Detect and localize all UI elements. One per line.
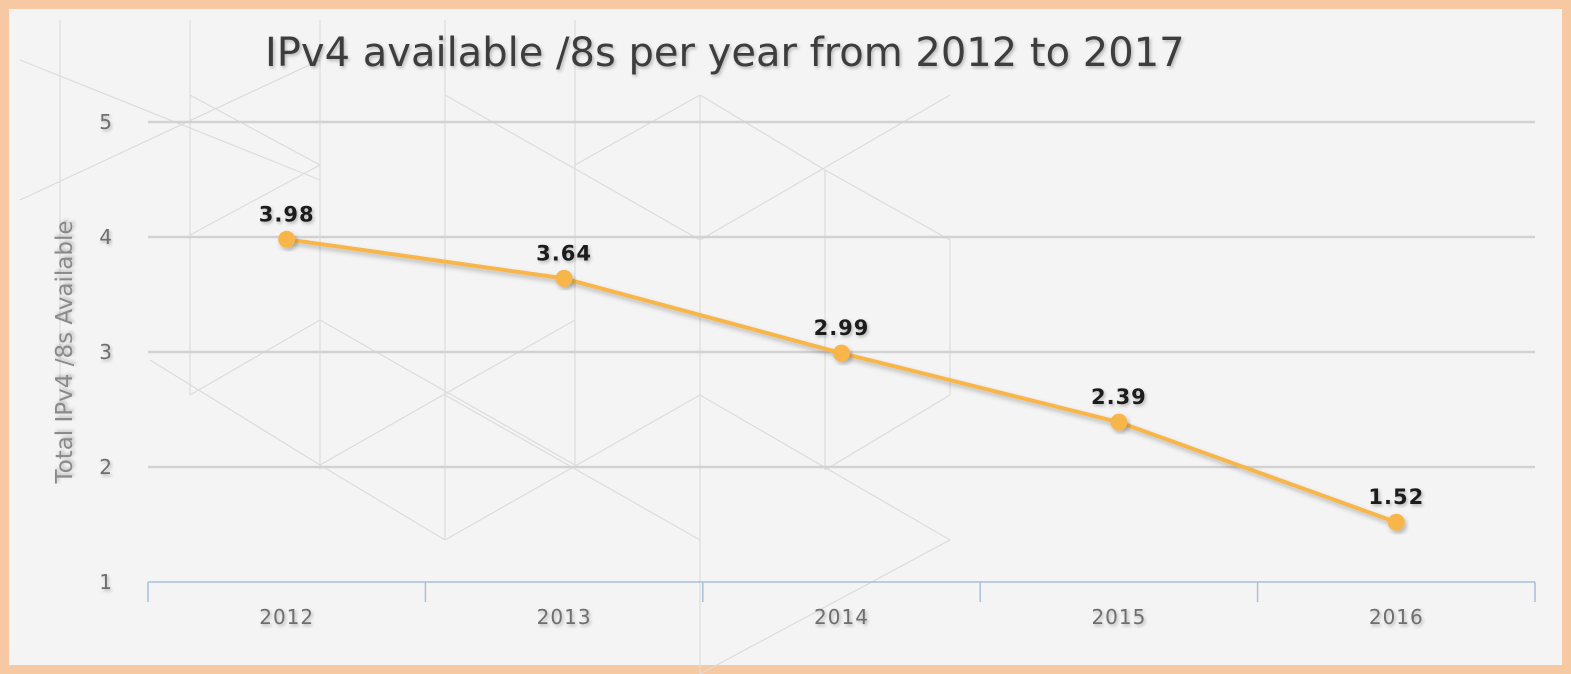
data-point (555, 269, 573, 287)
y-axis-label: Total IPv4 /8s Available (52, 220, 78, 484)
x-axis: 2012 2013 2014 2015 2016 (147, 581, 1536, 629)
background-pattern (19, 20, 951, 674)
y-tick-label: 1 (99, 570, 112, 594)
series-layer (278, 230, 1405, 531)
series-line (284, 237, 1399, 525)
gridlines (148, 120, 1535, 469)
data-labels: 3.98 3.64 2.99 2.39 1.52 (259, 202, 1424, 509)
y-tick-label: 5 (99, 110, 112, 134)
chart-title: IPv4 available /8s per year from 2012 to… (265, 30, 1185, 76)
data-label: 2.99 (814, 316, 870, 340)
x-tick-label: 2016 (1369, 605, 1424, 629)
data-label: 2.39 (1091, 385, 1147, 409)
data-label: 3.98 (259, 202, 315, 226)
data-label: 1.52 (1368, 485, 1424, 509)
data-label: 3.64 (536, 241, 592, 265)
data-point (1110, 413, 1128, 431)
y-tick-label: 4 (99, 225, 112, 249)
data-point (833, 344, 850, 362)
y-axis-ticks: 1 2 3 4 5 (99, 110, 112, 594)
x-tick-label: 2015 (1091, 605, 1146, 629)
data-point (278, 230, 296, 248)
x-tick-label: 2012 (259, 605, 314, 629)
x-tick-label: 2014 (814, 605, 869, 629)
y-tick-label: 3 (99, 340, 112, 364)
x-tick-label: 2013 (537, 605, 592, 629)
y-tick-label: 2 (99, 455, 112, 479)
data-point (1387, 513, 1405, 531)
